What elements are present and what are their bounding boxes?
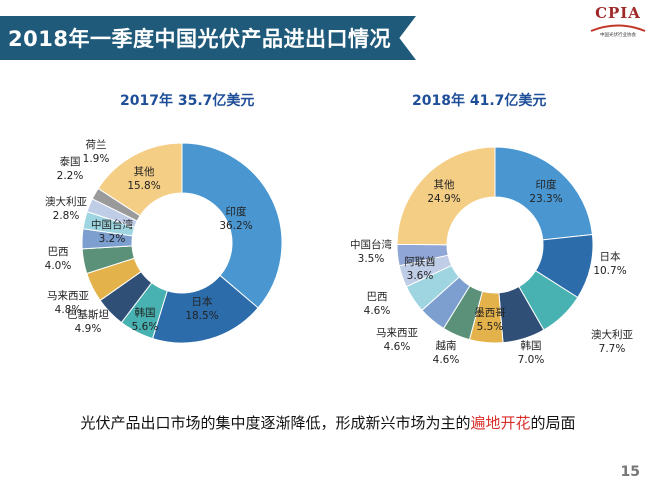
chart-1-slice-10 bbox=[396, 146, 496, 246]
chart-1-label-1: 日本 10.7% bbox=[593, 250, 626, 277]
chart-2017-title: 2017年 35.7亿美元 bbox=[120, 93, 255, 109]
chart-0-slice-10 bbox=[97, 142, 183, 217]
chart-1-label-9: 中国台湾 3.5% bbox=[350, 238, 392, 265]
chart-0-slice-0 bbox=[181, 142, 283, 309]
conclusion-text: 光伏产品出口市场的集中度逐渐降低，形成新兴市场为主的遍地开花的局面 bbox=[0, 412, 656, 433]
chart-0-label-3: 巴基斯坦 4.9% bbox=[67, 308, 109, 335]
chart-1-label-4: 墨西哥 5.5% bbox=[474, 307, 506, 333]
chart-0-label-10: 其他 15.8% bbox=[127, 165, 160, 192]
chart-1-label-0: 印度 23.3% bbox=[529, 178, 562, 205]
logo-subtitle: 中国光伏行业协会 bbox=[600, 33, 636, 38]
logo-text: CPIA bbox=[595, 4, 641, 22]
chart-1-label-2: 澳大利亚 7.7% bbox=[591, 328, 633, 355]
page-number: 15 bbox=[620, 464, 640, 480]
chart-0-label-9: 荷兰 1.9% bbox=[83, 138, 110, 165]
chart-1-label-6: 马来西亚 4.6% bbox=[376, 327, 418, 353]
chart-0-label-7: 澳大利亚 2.8% bbox=[45, 195, 87, 222]
logo-arc-icon bbox=[590, 24, 646, 32]
chart-0-label-8: 泰国 2.2% bbox=[57, 155, 84, 182]
chart-0-label-1: 日本 18.5% bbox=[185, 295, 218, 322]
conclusion-before: 光伏产品出口市场的集中度逐渐降低，形成新兴市场为主的 bbox=[80, 414, 471, 432]
conclusion-after: 的局面 bbox=[530, 414, 576, 432]
chart-1-label-3: 韩国 7.0% bbox=[518, 339, 545, 366]
conclusion-highlight: 遍地开花 bbox=[470, 414, 531, 432]
chart-0-label-2: 韩国 5.6% bbox=[132, 306, 159, 333]
cpia-logo: CPIA 中国光伏行业协会 bbox=[585, 0, 651, 44]
page-title: 2018年一季度中国光伏产品进出口情况 bbox=[8, 27, 391, 51]
chart-1-label-7: 巴西 4.6% bbox=[364, 291, 391, 317]
chart-2018-title: 2018年 41.7亿美元 bbox=[412, 93, 547, 109]
chart-0-label-0: 印度 36.2% bbox=[219, 205, 252, 232]
chart-0-label-5: 巴西 4.0% bbox=[45, 246, 72, 272]
chart-1-label-10: 其他 24.9% bbox=[427, 178, 460, 205]
chart-1-slice-0 bbox=[494, 146, 593, 241]
title-banner: 2018年一季度中国光伏产品进出口情况 bbox=[0, 16, 416, 60]
chart-1-label-8: 阿联酋 3.6% bbox=[404, 255, 436, 282]
chart-0-label-4: 马来西亚 4.8% bbox=[47, 290, 89, 316]
chart-0-label-6: 中国台湾 3.2% bbox=[91, 218, 133, 245]
chart-1-label-5: 越南 4.6% bbox=[433, 339, 460, 366]
